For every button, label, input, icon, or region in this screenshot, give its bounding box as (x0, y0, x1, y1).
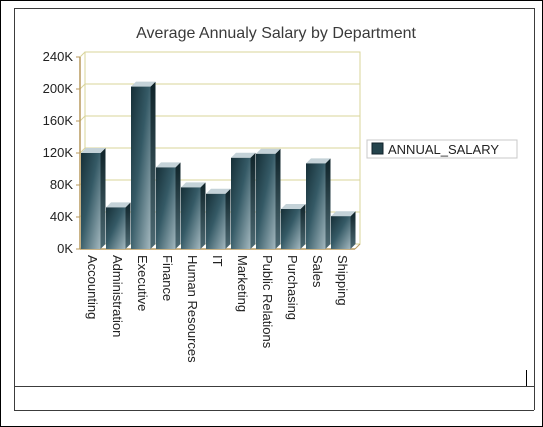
bar-top (306, 158, 331, 164)
bar-side (275, 148, 281, 249)
bar-side (225, 188, 231, 249)
bar (256, 153, 276, 249)
bar (131, 86, 151, 249)
chart-region-left-border (14, 8, 15, 410)
bar-side (200, 182, 206, 249)
bar-side (250, 152, 256, 249)
x-tick-label: Accounting (85, 255, 100, 319)
grid-line-depth (79, 115, 86, 122)
legend: ANNUAL_SALARY (366, 139, 518, 159)
bar-top (256, 148, 281, 154)
text-cursor (526, 370, 527, 386)
bar (106, 207, 126, 249)
grid-line-depth (79, 147, 86, 154)
legend-box (366, 139, 518, 159)
bar-side (350, 211, 356, 249)
y-tick-label: 40K (50, 209, 73, 224)
bar (181, 187, 201, 249)
bar-side (325, 158, 331, 249)
x-tick-label: Executive (135, 255, 150, 311)
bar (281, 209, 301, 249)
bar-top (331, 211, 356, 217)
legend-label: ANNUAL_SALARY (388, 142, 499, 157)
bar (206, 193, 226, 249)
y-tick-label: 240K (43, 49, 74, 64)
bar (231, 157, 251, 249)
x-axis: Accounting Administration Executive Finance… (85, 255, 350, 363)
y-tick-label: 0K (57, 241, 73, 256)
bar (306, 163, 326, 249)
chart-region-divider (14, 386, 534, 387)
y-axis: 0K 40K 80K 120K 160K 200K 240K (43, 49, 361, 256)
x-tick-label: Sales (310, 255, 325, 288)
bar-top (231, 152, 256, 158)
y-tick-label: 80K (50, 177, 73, 192)
bar-top (81, 148, 106, 153)
x-tick-label: IT (210, 255, 225, 267)
x-tick-label: Public Relations (260, 255, 275, 349)
grid-line-depth (79, 51, 86, 58)
bar-top (156, 162, 181, 168)
x-tick-label: Administration (110, 255, 125, 337)
bar (81, 153, 101, 249)
chart-region-right-border (534, 8, 535, 410)
bar-top (131, 81, 156, 87)
chart-region-top-border (14, 8, 534, 9)
grid-line-depth (79, 83, 86, 90)
chart-region-bottom-border (14, 410, 534, 411)
bar-side (300, 204, 306, 249)
bar-side (100, 148, 106, 249)
legend-swatch (371, 142, 384, 155)
y-tick-label: 120K (43, 145, 74, 160)
bars (81, 81, 356, 249)
x-tick-label: Finance (160, 255, 175, 301)
bar-top (206, 188, 231, 194)
x-tick-label: Human Resources (185, 255, 200, 363)
bar-side (175, 162, 181, 249)
bar (331, 216, 351, 249)
chart-title: Average Annualy Salary by Department (136, 25, 416, 42)
y-tick-label: 200K (43, 81, 74, 96)
bar-top (181, 182, 206, 188)
x-tick-label: Purchasing (285, 255, 300, 320)
x-axis-depth (354, 243, 361, 250)
y-tick-label: 160K (43, 113, 74, 128)
bar-side (125, 202, 131, 249)
x-tick-label: Marketing (235, 255, 250, 312)
bar-top (281, 204, 306, 209)
bar-side (150, 81, 156, 249)
x-tick-label: Shipping (335, 255, 350, 306)
bar-top (106, 202, 131, 208)
bar (156, 167, 176, 249)
